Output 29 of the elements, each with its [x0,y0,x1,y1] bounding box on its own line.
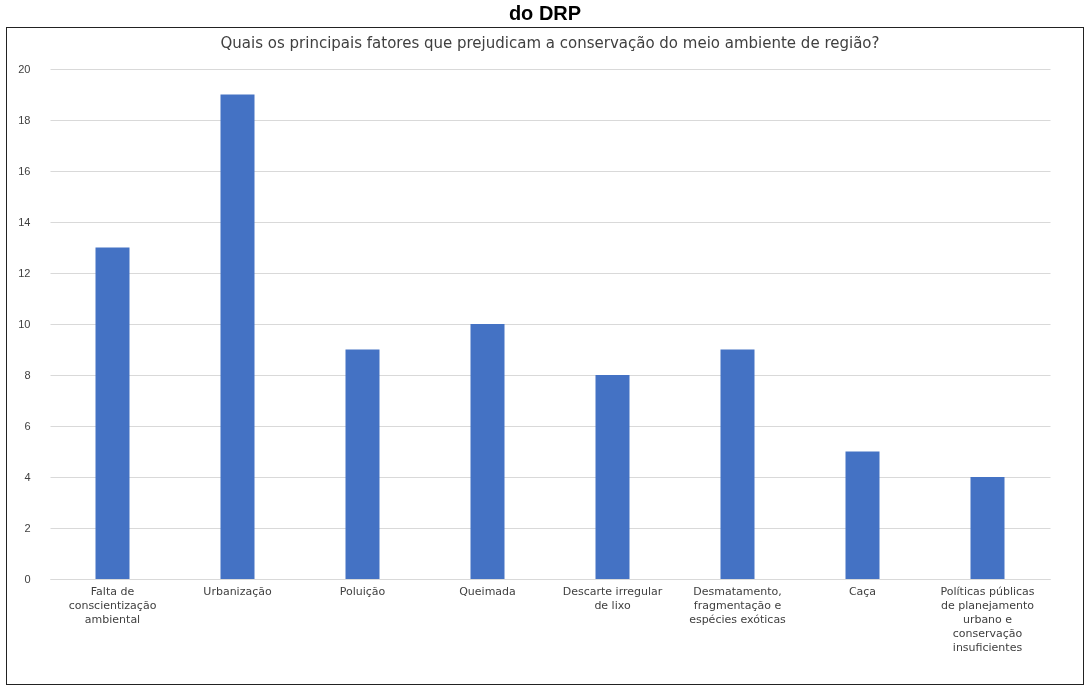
x-tick-label: Queimada [459,584,516,598]
x-tick-label: Caça [848,584,877,598]
y-tick-label: 14 [18,215,31,228]
bar [345,349,380,579]
bar [470,324,505,579]
y-tick-label: 6 [24,419,31,432]
y-tick-label: 12 [18,266,31,279]
y-tick-label: 4 [24,470,31,483]
bar [845,451,880,579]
x-tick-label: Descarte irregular de lixo [562,584,663,612]
x-tick-label: Urbanização [203,584,272,598]
x-tick-label: Falta de conscientização ambiental [68,584,157,626]
bar [220,94,255,579]
y-tick-label: 8 [24,368,31,381]
bar [595,375,630,579]
bar [95,247,130,579]
y-tick-label: 16 [18,164,31,177]
y-tick-label: 20 [18,62,31,75]
bar [720,349,755,579]
y-tick-label: 2 [24,521,31,534]
x-tick-label: Políticas públicas de planejamento urbano e conservação insuficientes [940,584,1035,654]
chart-title: Quais os principais fatores que prejudicam a conservação do meio ambiente de região? [220,34,880,52]
y-tick-label: 10 [18,317,31,330]
x-tick-label: Desmatamento, fragmentação e espécies exóticas [689,584,787,626]
x-tick-label: Poluição [339,584,386,598]
y-tick-label: 18 [18,113,31,126]
y-tick-label: 0 [24,572,31,585]
text: do DRP [507,2,583,24]
bar [970,477,1005,579]
